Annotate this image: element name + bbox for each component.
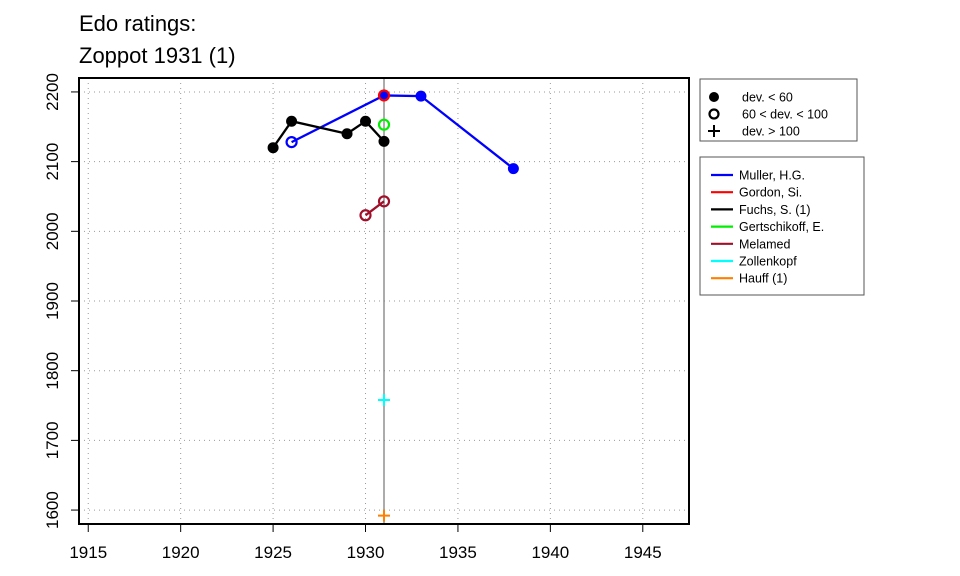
series-legend: Muller, H.G. Gordon, Si. Fuchs, S. (1) Gert… bbox=[699, 156, 865, 296]
y-tick-label: 1600 bbox=[43, 491, 62, 529]
data-point bbox=[341, 128, 353, 140]
legend-series-label: Zollenkopf bbox=[739, 255, 797, 269]
data-point bbox=[378, 393, 390, 406]
series-group bbox=[267, 115, 390, 154]
legend-marker-label: dev. < 60 bbox=[742, 91, 793, 105]
legend-marker-label: dev. > 100 bbox=[742, 125, 800, 139]
series-layer bbox=[267, 89, 519, 522]
axes: 1915 1920 1925 1930 1935 1940 1945 1600 1700 1800… bbox=[43, 73, 662, 562]
x-tick-label: 1935 bbox=[439, 543, 477, 562]
legend-series-label: Gertschikoff, E. bbox=[739, 220, 824, 234]
data-point bbox=[359, 209, 372, 222]
y-tick-label: 1900 bbox=[43, 282, 62, 320]
series-group bbox=[377, 89, 391, 102]
data-point bbox=[378, 135, 390, 147]
data-point bbox=[377, 118, 391, 131]
series-group bbox=[378, 509, 390, 522]
data-point bbox=[360, 115, 372, 127]
chart-title-line-1: Edo ratings: bbox=[79, 11, 196, 36]
x-tick-label: 1925 bbox=[254, 543, 292, 562]
y-tick-label: 1800 bbox=[43, 352, 62, 390]
legend-marker-symbol bbox=[709, 92, 719, 102]
y-tick-label: 1700 bbox=[43, 421, 62, 459]
legend-series-label: Gordon, Si. bbox=[739, 186, 802, 200]
y-tick-label: 2100 bbox=[43, 143, 62, 181]
marker-legend-box bbox=[699, 78, 858, 142]
chart-title-line-2: Zoppot 1931 (1) bbox=[79, 43, 236, 68]
series-line bbox=[364, 200, 385, 217]
series-line bbox=[291, 94, 515, 170]
series-group bbox=[359, 195, 391, 222]
marker-legend: dev. < 60 60 < dev. < 100 dev. > 100 bbox=[699, 78, 858, 142]
data-point bbox=[507, 163, 519, 175]
data-point bbox=[286, 115, 298, 127]
x-tick-label: 1915 bbox=[69, 543, 107, 562]
legend-series-label: Melamed bbox=[739, 237, 790, 251]
x-tick-label: 1940 bbox=[531, 543, 569, 562]
data-point bbox=[285, 136, 298, 149]
data-point bbox=[415, 90, 427, 102]
y-tick-label: 2200 bbox=[43, 73, 62, 111]
legend-marker-label: 60 < dev. < 100 bbox=[742, 108, 828, 122]
data-point bbox=[377, 195, 391, 208]
y-tick-label: 2000 bbox=[43, 212, 62, 250]
x-tick-label: 1920 bbox=[162, 543, 200, 562]
data-point bbox=[378, 509, 390, 522]
legend-series-label: Muller, H.G. bbox=[739, 169, 805, 183]
data-point bbox=[377, 89, 391, 102]
legend-series-label: Hauff (1) bbox=[739, 272, 787, 286]
data-point bbox=[267, 142, 279, 154]
series-group bbox=[378, 393, 390, 406]
series-group bbox=[377, 118, 391, 131]
x-tick-label: 1930 bbox=[347, 543, 385, 562]
legend-marker-symbol bbox=[708, 125, 720, 137]
legend-series-label: Fuchs, S. (1) bbox=[739, 203, 811, 217]
series-group bbox=[285, 89, 519, 175]
x-tick-label: 1945 bbox=[624, 543, 662, 562]
legend-marker-symbol bbox=[708, 108, 720, 120]
